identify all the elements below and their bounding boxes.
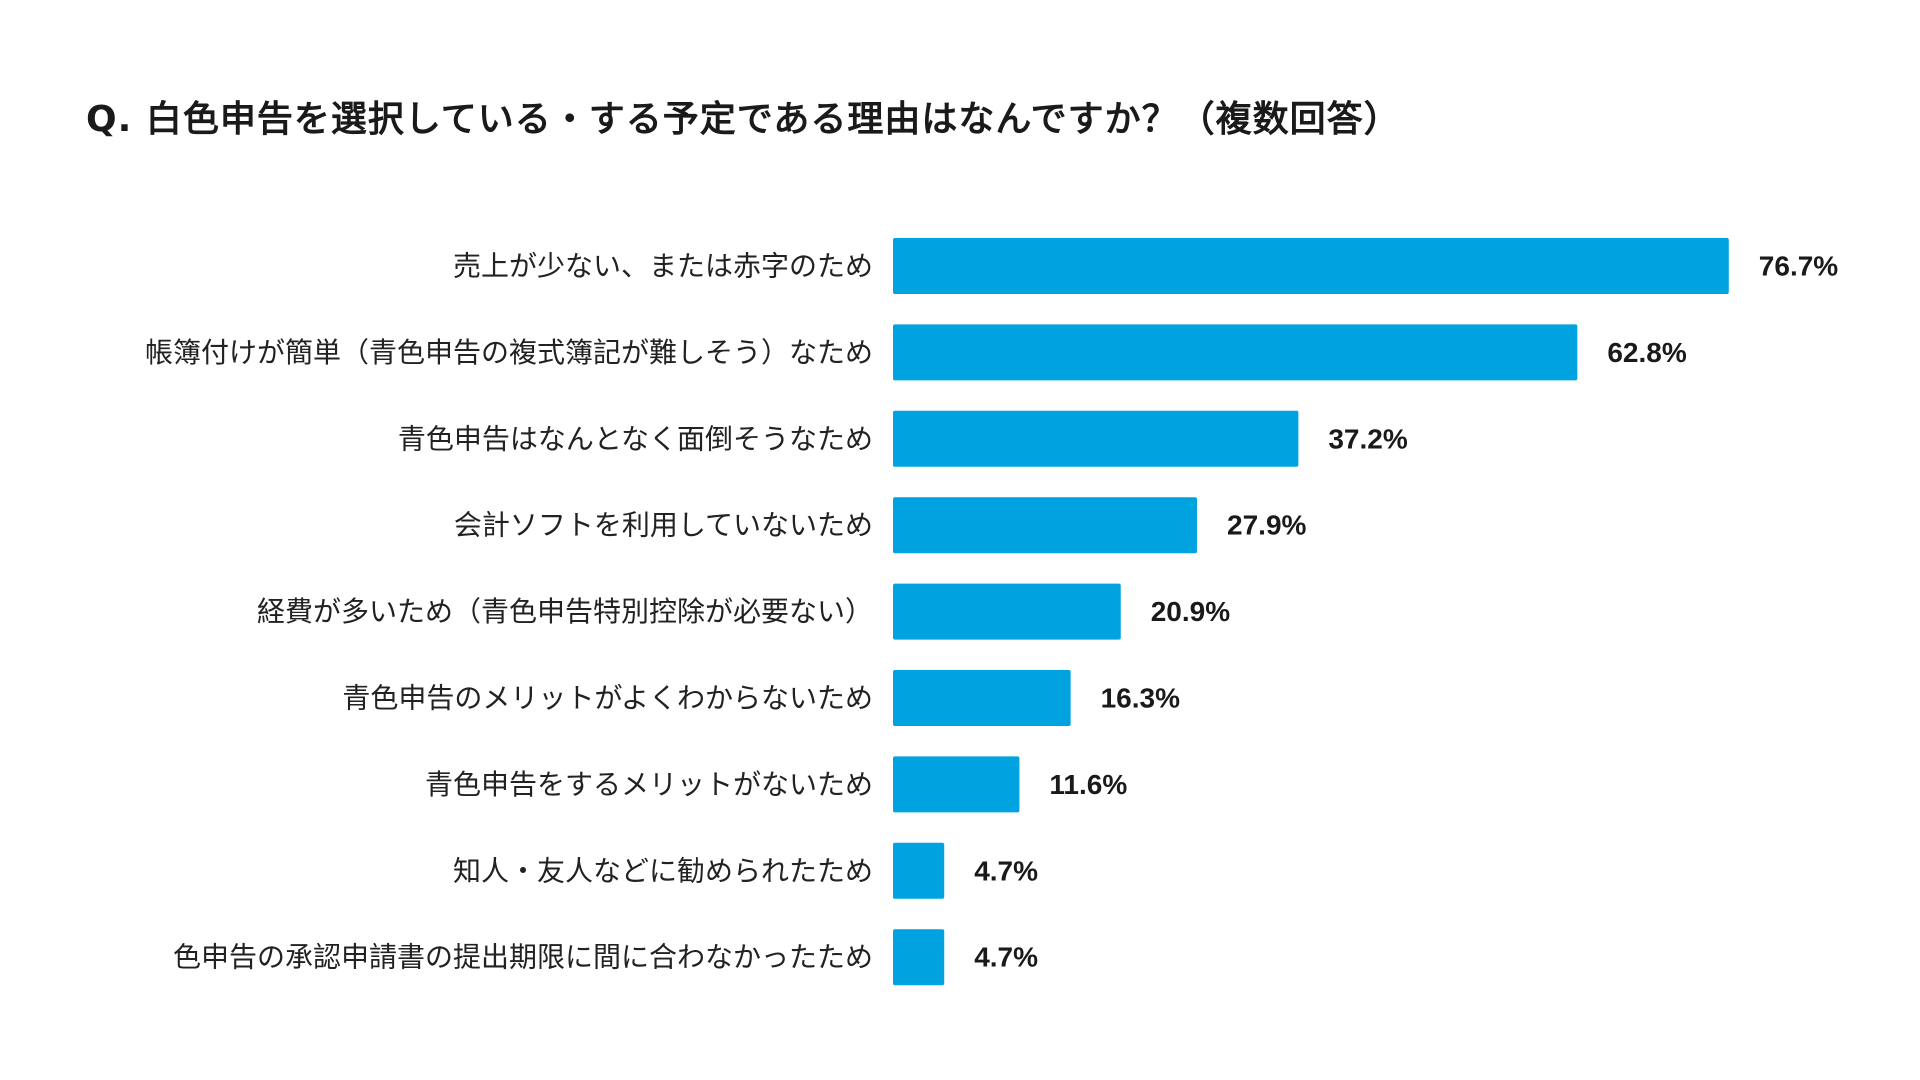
bar xyxy=(893,756,1020,813)
category-label: 知人・友人などに勧められたため xyxy=(453,854,873,887)
value-label: 4.7% xyxy=(974,942,1038,973)
category-label: 売上が少ない、または赤字のため xyxy=(453,250,873,283)
chart-title: Q. 白色申告を選択している・する予定である理由はなんですか？（複数回答） xyxy=(86,99,1401,140)
value-label: 76.7% xyxy=(1759,251,1838,282)
bar xyxy=(893,497,1198,554)
bar xyxy=(893,929,945,986)
category-label: 帳簿付けが簡単（青色申告の複式簿記が難しそう）なため xyxy=(145,336,873,369)
bar xyxy=(893,238,1729,294)
bars-group xyxy=(893,238,1729,986)
category-label: 色申告の承認申請書の提出期限に間に合わなかったため xyxy=(173,941,873,974)
bar xyxy=(893,842,945,899)
value-label: 16.3% xyxy=(1101,683,1180,714)
category-label: 青色申告はなんとなく面倒そうなため xyxy=(398,422,873,455)
value-label: 27.9% xyxy=(1227,510,1306,541)
value-labels: 76.7% 62.8% 37.2% 27.9% 20.9% 16.3% 11.6% 4.7% 4… xyxy=(974,251,1838,973)
value-label: 4.7% xyxy=(974,855,1038,886)
bar xyxy=(893,583,1121,640)
bar xyxy=(893,324,1578,381)
category-labels: 売上が少ない、または赤字のため帳簿付けが簡単（青色申告の複式簿記が難しそう）なた… xyxy=(145,250,873,974)
category-label: 青色申告をするメリットがないため xyxy=(425,768,873,801)
value-label: 11.6% xyxy=(1049,769,1127,800)
category-label: 会計ソフトを利用していないため xyxy=(454,509,873,542)
value-label: 20.9% xyxy=(1151,596,1230,627)
bar xyxy=(893,410,1299,467)
category-label: 経費が多いため（青色申告特別控除が必要ない） xyxy=(257,595,873,628)
category-label: 青色申告のメリットがよくわからないため xyxy=(342,682,873,715)
value-label: 62.8% xyxy=(1607,337,1686,368)
bar xyxy=(893,670,1071,726)
value-label: 37.2% xyxy=(1328,423,1407,454)
